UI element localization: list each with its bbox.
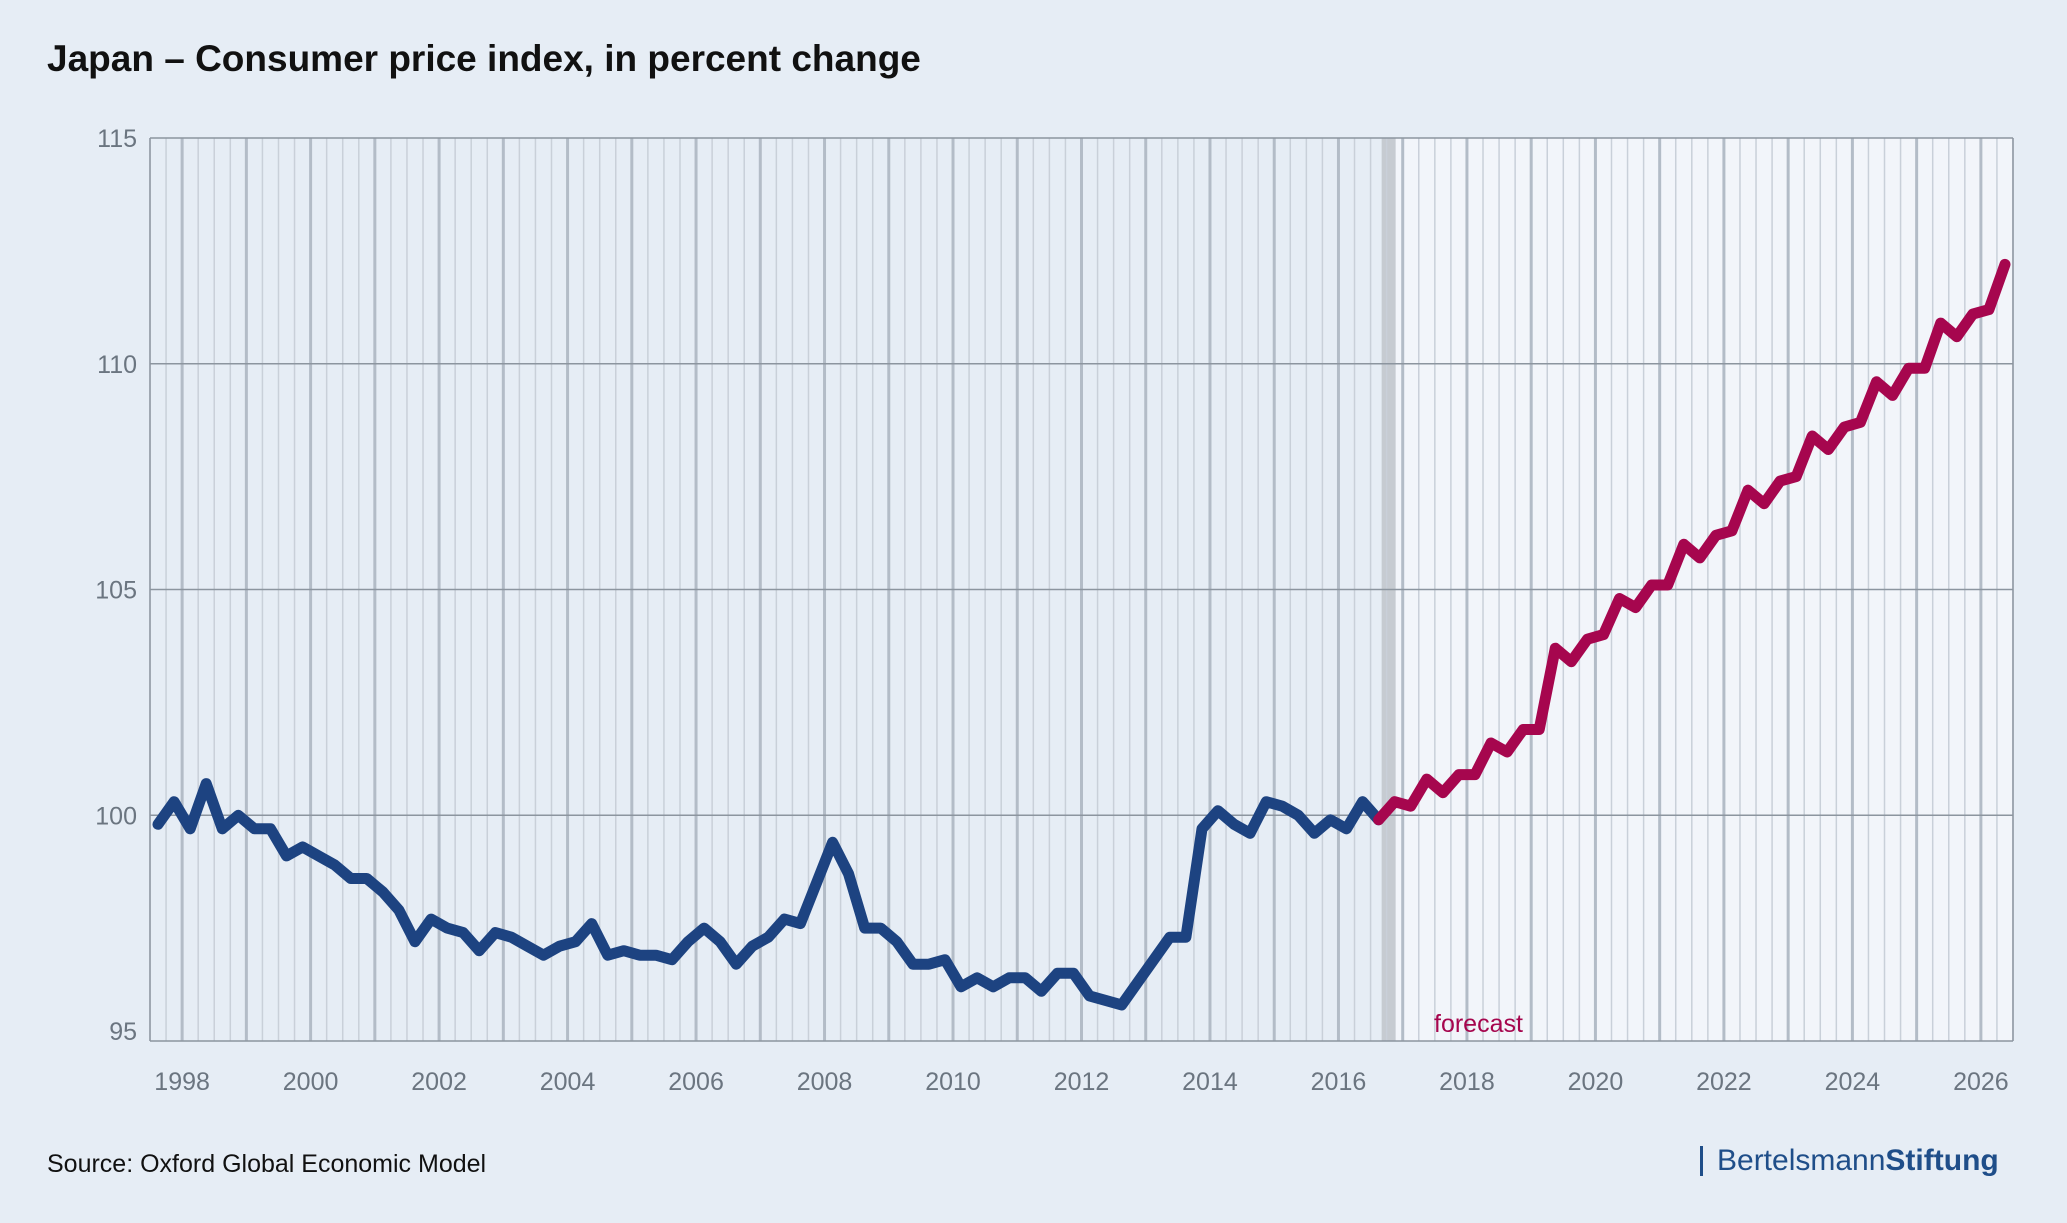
source-note: Source: Oxford Global Economic Model <box>47 1150 487 1178</box>
data-lines <box>152 258 2011 1011</box>
x-tick-label: 2008 <box>797 1068 853 1096</box>
forecast-series-line <box>1373 258 2011 826</box>
x-tick-label: 2024 <box>1825 1068 1881 1096</box>
y-axis-tick-labels: 95 100 105 110 115 <box>95 125 137 1046</box>
x-tick-label: 2000 <box>283 1068 339 1096</box>
x-tick-label: 2018 <box>1439 1068 1495 1096</box>
x-tick-label: 2004 <box>540 1068 596 1096</box>
x-tick-label: 2022 <box>1696 1068 1752 1096</box>
forecast-label: forecast <box>1434 1010 1523 1038</box>
y-tick-label: 95 <box>109 1018 137 1046</box>
brand-name-part2: Stiftung <box>1885 1144 1999 1177</box>
x-tick-label: 2010 <box>925 1068 981 1096</box>
brand-logo: BertelsmannStiftung <box>1700 1146 1999 1176</box>
x-tick-label: 2026 <box>1953 1068 2009 1096</box>
x-tick-label: 2012 <box>1054 1068 1110 1096</box>
grid-lines <box>149 137 2014 1042</box>
chart-title: Japan – Consumer price index, in percent… <box>47 38 921 79</box>
x-tick-label: 2020 <box>1568 1068 1624 1096</box>
y-tick-label: 100 <box>95 802 137 830</box>
y-tick-label: 110 <box>97 351 137 379</box>
x-tick-label: 2006 <box>668 1068 724 1096</box>
y-tick-label: 105 <box>95 577 137 605</box>
x-tick-label: 2016 <box>1311 1068 1367 1096</box>
x-tick-label: 1998 <box>154 1068 210 1096</box>
x-tick-label: 2002 <box>411 1068 467 1096</box>
y-tick-label: 115 <box>97 125 137 153</box>
x-axis-tick-labels: 1998 2000 2002 2004 2006 2008 2010 2012 2014 2016… <box>154 1068 2008 1096</box>
brand-name-part1: Bertelsmann <box>1717 1144 1886 1177</box>
history-series-line <box>152 778 1385 1011</box>
x-tick-label: 2014 <box>1182 1068 1238 1096</box>
